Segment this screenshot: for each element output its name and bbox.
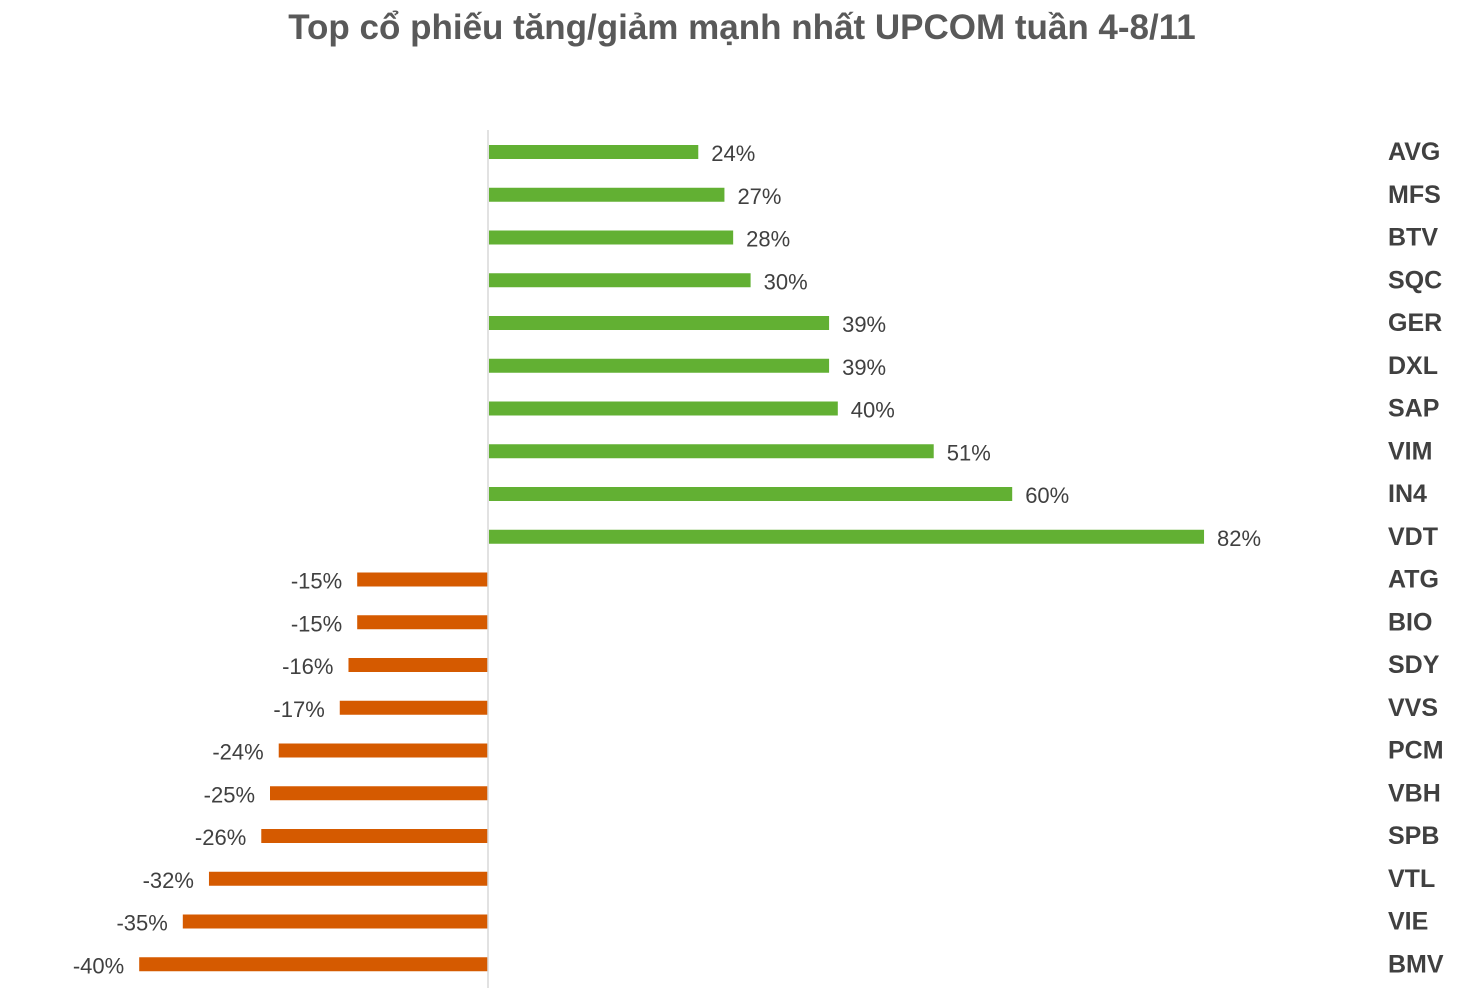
bar-atg xyxy=(357,572,488,587)
bar-pcm xyxy=(278,743,488,758)
value-label-bio: -15% xyxy=(291,611,342,636)
ticker-label-bmv: BMV xyxy=(1388,950,1444,978)
ticker-label-bio: BIO xyxy=(1388,608,1432,636)
bars-layer xyxy=(139,145,1205,972)
ticker-label-vim: VIM xyxy=(1388,437,1432,465)
value-label-sqc: 30% xyxy=(764,269,808,294)
bar-vim xyxy=(489,444,934,459)
value-label-in4: 60% xyxy=(1025,483,1069,508)
ticker-label-atg: ATG xyxy=(1388,566,1439,594)
ticker-label-avg: AVG xyxy=(1388,138,1440,166)
value-label-sap: 40% xyxy=(851,398,895,423)
bar-vdt xyxy=(489,529,1205,544)
ticker-label-vdt: VDT xyxy=(1388,523,1438,551)
value-label-avg: 24% xyxy=(711,141,755,166)
ticker-label-sqc: SQC xyxy=(1388,266,1442,294)
ticker-label-pcm: PCM xyxy=(1388,737,1444,765)
value-label-btv: 28% xyxy=(746,227,790,252)
value-label-sdy: -16% xyxy=(282,654,333,679)
labels-layer: 24% AVG 27% MFS 28% BTV 30% SQC 39% GER 39% DXL 40% S… xyxy=(73,138,1444,978)
ticker-label-in4: IN4 xyxy=(1388,480,1427,508)
value-label-pcm: -24% xyxy=(212,740,263,765)
ticker-label-ger: GER xyxy=(1388,309,1442,337)
bar-bio xyxy=(357,615,488,630)
ticker-label-mfs: MFS xyxy=(1388,181,1441,209)
bar-vbh xyxy=(270,786,488,801)
bar-spb xyxy=(261,829,488,843)
bar-vie xyxy=(182,914,489,929)
bar-vtl xyxy=(208,871,488,886)
bar-vvs xyxy=(339,700,488,715)
bar-mfs xyxy=(489,187,725,202)
value-label-vvs: -17% xyxy=(273,697,324,722)
bar-ger xyxy=(489,316,830,330)
value-label-atg: -15% xyxy=(291,569,342,594)
ticker-label-vie: VIE xyxy=(1388,908,1428,936)
bar-avg xyxy=(489,145,699,159)
value-label-vim: 51% xyxy=(947,440,991,465)
bar-sqc xyxy=(489,273,751,288)
bar-dxl xyxy=(489,358,830,373)
ticker-label-spb: SPB xyxy=(1388,822,1439,850)
bar-sdy xyxy=(348,658,488,672)
ticker-label-vbh: VBH xyxy=(1388,779,1441,807)
value-label-vie: -35% xyxy=(116,911,167,936)
value-label-vdt: 82% xyxy=(1217,526,1261,551)
bar-btv xyxy=(489,230,734,245)
value-label-vtl: -32% xyxy=(143,868,194,893)
ticker-label-btv: BTV xyxy=(1388,224,1438,252)
ticker-label-sap: SAP xyxy=(1388,395,1439,423)
ticker-label-sdy: SDY xyxy=(1388,651,1440,679)
value-label-ger: 39% xyxy=(842,312,886,337)
value-label-vbh: -25% xyxy=(204,782,255,807)
ticker-label-vtl: VTL xyxy=(1388,865,1435,893)
value-label-mfs: 27% xyxy=(737,184,781,209)
chart-title: Top cổ phiếu tăng/giảm mạnh nhất UPCOM t… xyxy=(288,8,1196,47)
bar-in4 xyxy=(489,487,1013,501)
ticker-label-dxl: DXL xyxy=(1388,352,1438,380)
bar-bmv xyxy=(139,957,488,972)
value-label-bmv: -40% xyxy=(73,953,124,978)
value-label-dxl: 39% xyxy=(842,355,886,380)
bar-sap xyxy=(489,401,838,416)
ticker-label-vvs: VVS xyxy=(1388,694,1438,722)
value-label-spb: -26% xyxy=(195,825,246,850)
